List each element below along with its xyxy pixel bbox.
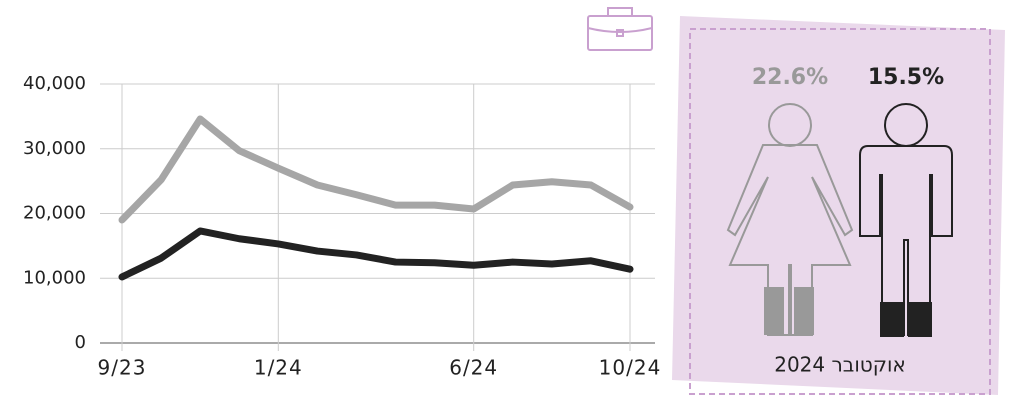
line-series [118, 115, 634, 224]
line-series [118, 227, 634, 281]
y-tick-label: 0 [75, 332, 86, 353]
x-tick-label: 1/24 [254, 356, 303, 380]
x-tick-label: 10/24 [599, 356, 662, 380]
y-tick-label: 20,000 [23, 203, 86, 224]
y-tick-label: 10,000 [23, 267, 86, 288]
y-tick-label: 30,000 [23, 138, 86, 159]
woman-figure [726, 103, 854, 336]
women-percent: 22.6% [752, 65, 828, 90]
man-fill [880, 302, 904, 337]
woman-fill [764, 287, 784, 335]
woman-fill [794, 287, 814, 335]
y-tick-label: 40,000 [23, 73, 86, 94]
panel-border [689, 28, 991, 395]
briefcase-icon [587, 7, 653, 51]
panel-background [672, 16, 1005, 395]
panel-caption: אוקטובר 2024 [774, 353, 906, 377]
men-percent: 15.5% [868, 65, 944, 90]
x-tick-label: 6/24 [449, 356, 498, 380]
man-fill [908, 302, 932, 337]
x-tick-label: 9/23 [98, 356, 147, 380]
man-figure [859, 103, 953, 336]
